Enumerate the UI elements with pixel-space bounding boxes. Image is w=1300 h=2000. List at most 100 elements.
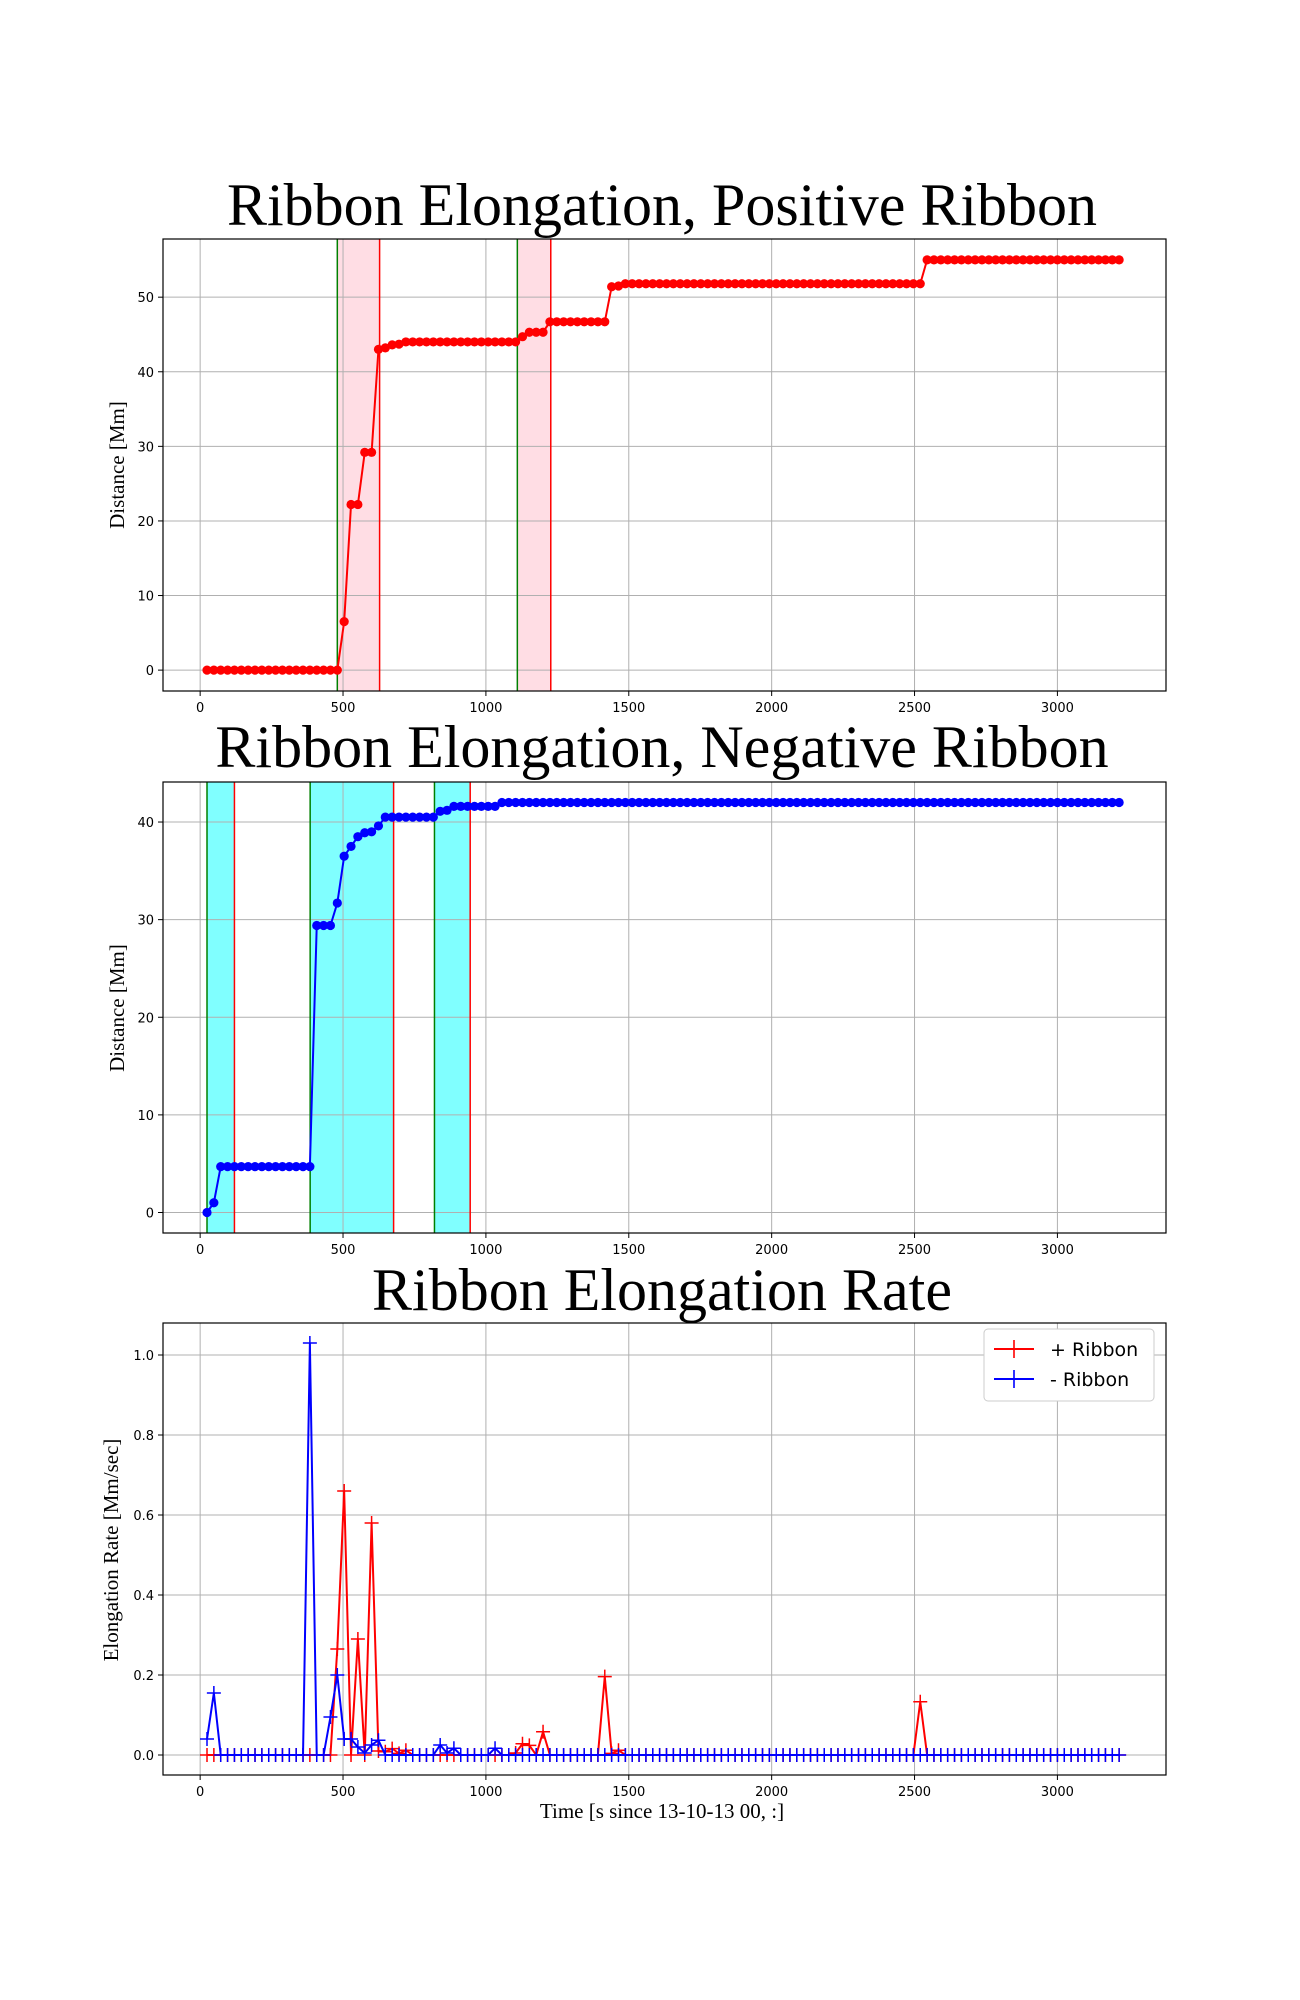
data-point	[302, 1336, 317, 1350]
data-point	[579, 797, 589, 808]
data-point	[511, 337, 521, 347]
data-point	[586, 317, 596, 327]
data-point	[913, 1694, 928, 1709]
data-point	[1032, 255, 1042, 265]
data-point	[421, 812, 432, 822]
data-point	[853, 279, 864, 289]
data-point	[799, 797, 809, 808]
data-point	[648, 279, 658, 289]
x-tick-label: 500	[331, 1243, 356, 1258]
data-point	[270, 665, 281, 675]
data-point	[371, 1733, 386, 1748]
data-point	[703, 279, 713, 289]
data-point	[641, 797, 651, 808]
data-point	[997, 797, 1008, 808]
data-point	[380, 812, 390, 822]
data-point	[963, 255, 973, 265]
data-point	[1025, 255, 1035, 265]
data-point	[243, 665, 253, 675]
data-point	[696, 279, 706, 289]
x-tick-label: 3000	[1041, 701, 1074, 716]
data-point	[1087, 255, 1097, 265]
data-point	[1100, 255, 1111, 265]
data-point	[826, 279, 836, 289]
data-point	[469, 337, 480, 347]
data-point	[716, 279, 726, 289]
data-point	[318, 665, 329, 675]
data-point	[1025, 797, 1035, 808]
data-point	[984, 255, 994, 265]
data-point	[428, 812, 438, 822]
shaded-band	[517, 239, 551, 691]
data-point	[216, 665, 226, 675]
data-point	[364, 1516, 379, 1530]
data-point	[1018, 255, 1028, 265]
data-point	[524, 797, 534, 808]
data-point	[511, 797, 521, 808]
data-point	[936, 255, 946, 265]
data-point	[963, 797, 973, 808]
legend-label-positive: + Ribbon	[1050, 1339, 1138, 1361]
data-point	[771, 797, 781, 808]
data-point	[668, 279, 678, 289]
data-point	[744, 279, 754, 289]
data-point	[703, 797, 713, 808]
data-point	[764, 797, 774, 808]
data-point	[895, 279, 905, 289]
y-tick-label: 30	[137, 440, 154, 455]
legend-marker-negative	[1005, 1370, 1023, 1388]
data-point	[908, 797, 918, 808]
x-tick-label: 0	[196, 1243, 204, 1258]
data-point	[613, 797, 624, 808]
data-point	[751, 797, 761, 808]
x-tick-label: 1500	[612, 701, 645, 716]
data-point	[785, 797, 795, 808]
data-point	[860, 279, 870, 289]
data-point	[737, 797, 747, 808]
data-point	[209, 1198, 219, 1208]
y-tick-label: 0.8	[133, 1429, 154, 1444]
data-point	[552, 317, 562, 327]
data-point	[469, 801, 480, 812]
data-point	[929, 255, 939, 265]
data-point	[874, 279, 884, 289]
data-point	[744, 797, 754, 808]
data-point	[723, 797, 733, 808]
data-point	[675, 797, 685, 808]
data-point	[586, 797, 596, 808]
data-point	[316, 1748, 331, 1762]
data-point	[634, 279, 644, 289]
data-point	[504, 797, 514, 808]
data-point	[325, 665, 336, 675]
data-point	[524, 327, 534, 337]
data-point	[826, 797, 836, 808]
data-point	[323, 1710, 338, 1724]
legend-label-negative: - Ribbon	[1050, 1369, 1129, 1391]
data-point	[504, 337, 514, 347]
data-point	[1107, 797, 1117, 808]
data-point	[689, 797, 699, 808]
data-point	[291, 1162, 301, 1172]
axes-frame	[162, 1322, 1167, 1776]
data-point	[1052, 255, 1063, 265]
data-point	[1066, 255, 1076, 265]
data-point	[751, 279, 761, 289]
data-point	[805, 797, 816, 808]
data-point	[984, 797, 994, 808]
data-point	[682, 279, 692, 289]
data-point	[264, 1162, 274, 1172]
data-point	[764, 279, 774, 289]
data-point	[481, 1748, 496, 1762]
data-point	[446, 1741, 461, 1756]
data-point	[536, 1724, 551, 1739]
y-tick-label: 0	[146, 1207, 154, 1222]
data-point	[408, 337, 418, 347]
data-point	[257, 665, 267, 675]
data-point	[387, 340, 397, 350]
chart-negative-ribbon: Ribbon Elongation, Negative Ribbon Dista…	[105, 714, 1167, 1258]
data-point	[867, 279, 877, 289]
data-point	[346, 499, 356, 510]
data-point	[277, 665, 288, 675]
data-point	[778, 279, 788, 289]
data-point	[949, 255, 960, 265]
